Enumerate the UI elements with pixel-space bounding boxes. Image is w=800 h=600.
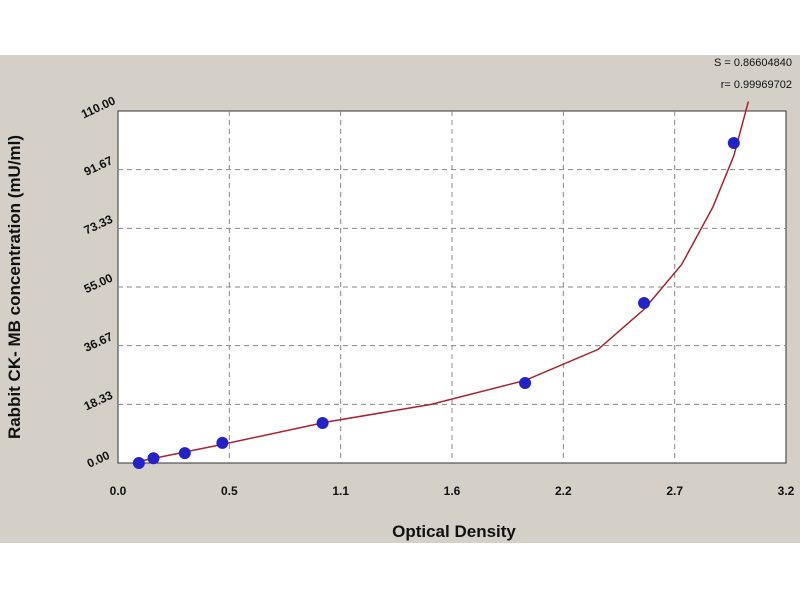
data-point: [316, 417, 329, 429]
x-tick-labels: 0.0 0.5 1.1 1.6 2.2 2.7 3.2: [110, 484, 795, 498]
fit-curve: [138, 101, 750, 463]
x-axis-title: Optical Density: [392, 522, 516, 541]
data-point: [638, 297, 651, 309]
y-tick-label: 0.00: [85, 448, 112, 471]
stat-annotation-s: S = 0.86604840: [714, 57, 792, 69]
data-point: [178, 447, 191, 460]
grid-lines: [118, 111, 786, 463]
y-tick-label: 55.00: [82, 271, 115, 297]
y-axis-title: Rabbit CK- MB concentration (mU/ml): [5, 135, 24, 439]
x-tick-label: 0.0: [110, 484, 127, 498]
data-point: [216, 436, 229, 449]
y-tick-labels: 0.00 18.33 36.67 55.00 73.33 91.67 110.00: [79, 93, 118, 470]
y-tick-label: 36.67: [82, 329, 115, 355]
x-tick-label: 1.1: [332, 484, 349, 498]
x-tick-label: 3.2: [778, 484, 795, 498]
x-tick-label: 0.5: [221, 484, 238, 498]
y-tick-label: 110.00: [79, 93, 118, 121]
data-points: [132, 137, 740, 469]
data-point: [132, 457, 145, 469]
y-tick-label: 73.33: [82, 212, 115, 238]
data-point: [147, 452, 160, 465]
x-tick-label: 2.2: [555, 484, 572, 498]
x-tick-label: 2.7: [666, 484, 683, 498]
data-point: [519, 377, 532, 389]
data-point: [727, 137, 740, 149]
fit-curve-line: [138, 101, 750, 463]
y-tick-label: 18.33: [82, 388, 115, 414]
stat-annotation-r: r= 0.99969702: [721, 79, 792, 91]
x-tick-label: 1.6: [444, 484, 461, 498]
y-tick-label: 91.67: [82, 153, 115, 179]
